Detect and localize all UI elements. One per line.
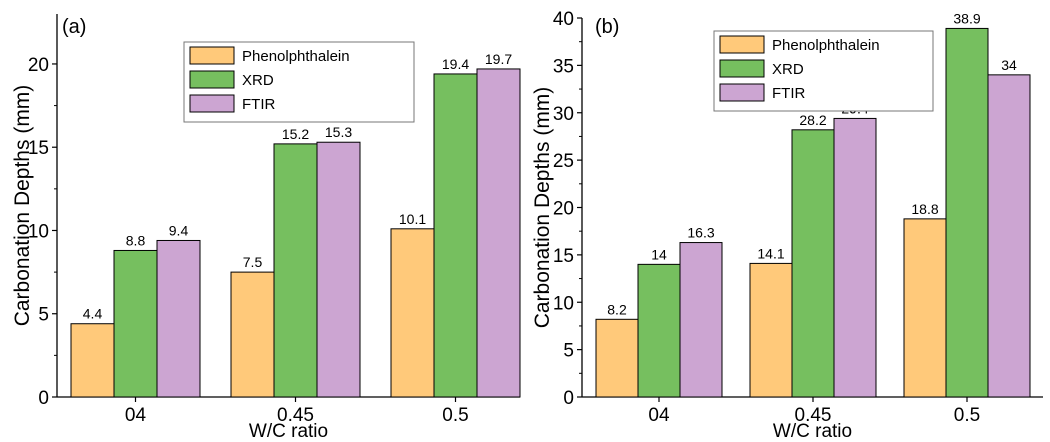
y-tick-label: 5: [38, 305, 49, 326]
x-tick-label: 0.45: [277, 405, 314, 426]
bar: [903, 218, 947, 398]
legend-swatch: [189, 70, 235, 89]
bar: [749, 262, 793, 398]
y-tick-label: 15: [553, 246, 574, 267]
x-tick-label: 04: [125, 405, 147, 426]
y-tick-label: 35: [553, 56, 574, 77]
data-label: 14: [651, 246, 667, 262]
x-axis-label: W/C ratio: [773, 421, 852, 442]
x-tick-label: 0.5: [442, 405, 468, 426]
y-tick-label: 0: [38, 388, 49, 409]
bar: [230, 271, 275, 398]
data-label: 19.7: [485, 51, 512, 67]
y-axis-label: Carbonation Depths (mm): [11, 85, 34, 327]
data-label: 7.5: [243, 254, 263, 270]
data-label: 4.4: [83, 306, 103, 322]
y-tick-label: 5: [563, 341, 574, 362]
bar: [113, 249, 158, 398]
x-tick-label: 04: [648, 405, 670, 426]
legend-label: Phenolphthalein: [242, 48, 350, 65]
legend-swatch: [189, 46, 235, 65]
data-label: 8.2: [607, 301, 627, 317]
data-label: 9.4: [169, 222, 189, 238]
legend-swatch: [719, 83, 765, 102]
legend-swatch: [189, 94, 235, 113]
bar: [945, 27, 989, 398]
bar: [273, 143, 318, 398]
data-label: 10.1: [399, 211, 426, 227]
data-label: 38.9: [953, 10, 980, 26]
bar: [833, 117, 877, 398]
y-axis-label: Carbonation Depths (mm): [531, 87, 554, 329]
chart-a: 0 5 10 15 20 Carbonation Depths (mm) W/C ratio…: [11, 14, 521, 442]
bar: [987, 74, 1031, 398]
data-label: 14.1: [757, 245, 784, 261]
bar: [637, 263, 681, 398]
data-label: 34: [1001, 57, 1017, 73]
x-tick-label: 0.5: [954, 405, 980, 426]
legend-swatch: [719, 35, 765, 54]
bar: [595, 318, 639, 398]
data-label: 15.3: [325, 124, 352, 140]
panel-label: (a): [62, 16, 86, 38]
legend-label: XRD: [242, 72, 274, 89]
data-label: 8.8: [126, 232, 146, 248]
data-label: 19.4: [442, 56, 469, 72]
legend-label: FTIR: [242, 96, 275, 113]
legend-label: Phenolphthalein: [772, 37, 880, 54]
y-tick-label: 20: [553, 199, 574, 220]
x-axis-label: W/C ratio: [249, 421, 328, 442]
y-tick-label: 30: [553, 104, 574, 125]
y-tick-label: 40: [553, 9, 574, 30]
data-label: 18.8: [911, 201, 938, 217]
y-tick-label: 10: [28, 221, 49, 242]
data-label: 16.3: [687, 225, 714, 241]
panel-label: (b): [595, 16, 619, 38]
y-tick-label: 0: [563, 388, 574, 409]
data-label: 15.2: [282, 126, 309, 142]
legend-swatch: [719, 59, 765, 78]
bar: [390, 228, 435, 398]
y-tick-label: 25: [553, 151, 574, 172]
bar: [70, 323, 115, 398]
y-tick-label: 15: [28, 138, 49, 159]
x-tick-label: 0.45: [795, 405, 832, 426]
bar: [679, 242, 723, 398]
chart-b: 0 5 10 15 20 25 30 35 40 Carbonation Depths (mm) W…: [531, 9, 1043, 442]
bar: [156, 239, 201, 398]
bar: [476, 68, 521, 398]
y-tick-label: 20: [28, 55, 49, 76]
y-tick-label: 10: [553, 293, 574, 314]
legend-label: XRD: [772, 61, 804, 78]
data-label: 28.2: [799, 112, 826, 128]
bar: [791, 129, 835, 398]
legend-label: FTIR: [772, 85, 805, 102]
bar: [433, 73, 478, 398]
bar: [316, 141, 361, 398]
